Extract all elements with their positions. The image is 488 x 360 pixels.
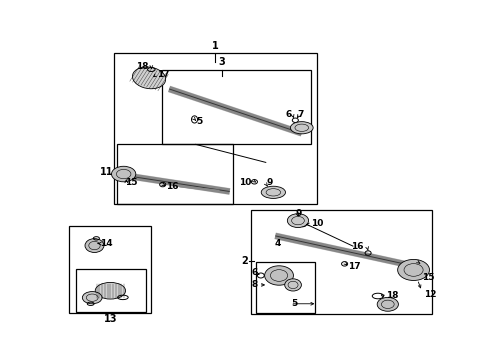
Ellipse shape [264,266,293,285]
Ellipse shape [85,239,104,252]
Text: 14: 14 [100,239,113,248]
Ellipse shape [111,166,136,182]
Text: 9: 9 [295,209,301,218]
Text: 9: 9 [265,178,272,187]
Bar [250,210,431,314]
Text: 16: 16 [166,182,178,191]
Bar [161,69,311,144]
Text: 6: 6 [251,268,257,277]
Text: 5: 5 [196,117,202,126]
Text: 2: 2 [241,256,247,266]
Text: 18: 18 [136,62,148,71]
Text: 16: 16 [350,242,363,251]
Text: 17: 17 [157,70,170,79]
Text: 8: 8 [251,280,257,289]
Text: 17: 17 [347,262,360,271]
Bar [255,262,314,314]
Ellipse shape [82,292,102,304]
Bar [114,53,316,204]
Ellipse shape [284,279,301,291]
Text: 1: 1 [212,41,218,51]
Text: 10: 10 [239,178,251,187]
Text: 7: 7 [297,110,304,119]
Ellipse shape [376,297,398,311]
Text: 18: 18 [386,291,398,300]
Ellipse shape [397,260,428,280]
Text: 12: 12 [423,289,436,298]
Text: 15: 15 [124,178,137,187]
Bar [75,269,145,312]
Text: 6: 6 [285,110,291,119]
Text: 10: 10 [311,219,323,228]
Text: 3: 3 [218,57,225,67]
Text: 13: 13 [103,314,117,324]
Bar [69,226,151,314]
Bar [117,144,232,204]
Ellipse shape [95,283,125,299]
Ellipse shape [290,122,312,134]
Text: 15: 15 [422,273,434,282]
Text: 4: 4 [274,239,281,248]
Text: 11: 11 [100,167,113,177]
Ellipse shape [132,67,165,89]
Ellipse shape [287,214,308,228]
Ellipse shape [261,186,285,198]
Text: 5: 5 [291,299,297,308]
